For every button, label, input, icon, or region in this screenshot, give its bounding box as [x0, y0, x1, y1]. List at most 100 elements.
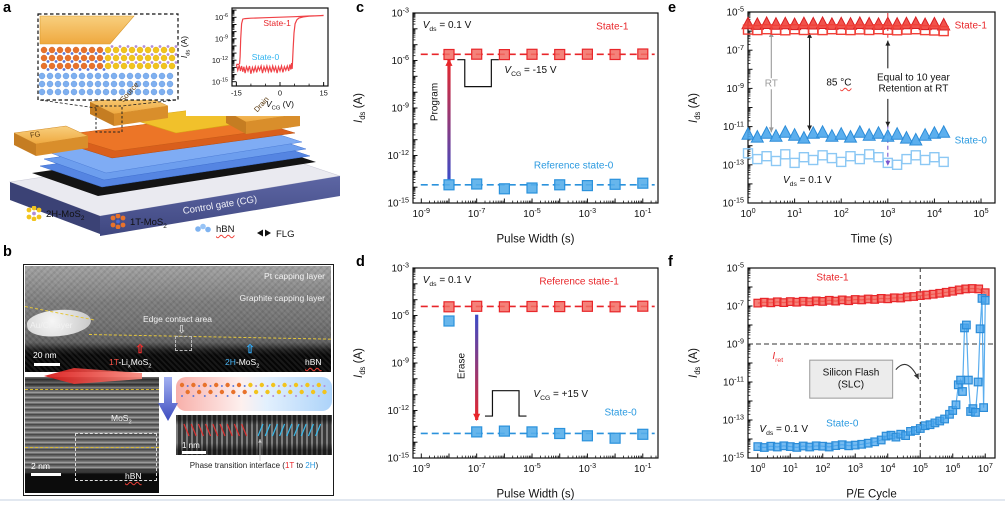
- annotation-state-0: State-0: [604, 407, 637, 419]
- bottom-divider: [0, 499, 1005, 501]
- main-tem-image: Pt capping layer Graphite capping layer Ed…: [24, 266, 331, 372]
- panel-a-device-schematic: FG Source Drain Control gate (CG) 2H-MoS2 1T-…: [0, 0, 350, 240]
- svg-text:105: 105: [913, 461, 928, 475]
- chart-plot-svg: 100 101 102 103 104 105 106 107 10-5 10-7 10-9 10-1…: [665, 255, 1003, 505]
- svg-text:10-5: 10-5: [726, 261, 744, 275]
- annotation-85-c-: 85 °C: [824, 76, 854, 89]
- series-erase-failed-point: [443, 315, 455, 327]
- series-state-0: [420, 425, 655, 444]
- svg-text:10-15: 10-15: [722, 196, 744, 210]
- panel-label-d: d: [356, 254, 365, 270]
- 1t-lixmos2-label: 1T-LixMoS2: [109, 357, 152, 370]
- svg-text:101: 101: [783, 461, 798, 475]
- fg-electrode: [13, 125, 89, 156]
- annotation-reference-state-0: Reference state-0: [533, 160, 614, 172]
- x-axis-label: P/E Cycle: [846, 488, 897, 501]
- panel-label-f: f: [668, 254, 673, 270]
- gold-slab: [39, 15, 135, 45]
- edge-contact-arrow-icon: ⇩: [177, 324, 187, 336]
- svg-text:10-9: 10-9: [391, 356, 409, 370]
- svg-text:100: 100: [740, 206, 755, 220]
- svg-text:107: 107: [978, 461, 993, 475]
- svg-text:10-6: 10-6: [215, 13, 228, 22]
- plot-svg: 100 101 102 103 104 105 106 107 10-5 10-7 10-9 10-1…: [722, 261, 996, 475]
- svg-text:10-9: 10-9: [726, 337, 744, 351]
- x-axis-label: Pulse Width (s): [496, 488, 575, 501]
- transition-blue-arrow: [158, 377, 178, 421]
- main-scalebar-label: 20 nm: [33, 350, 57, 360]
- pt-capping-label: Pt capping layer: [264, 271, 325, 281]
- annotation-state-0: State-0: [251, 52, 280, 63]
- svg-text:10-3: 10-3: [391, 6, 409, 20]
- control-gate-front: [100, 176, 340, 236]
- svg-text:10-15: 10-15: [387, 451, 409, 465]
- annotation-state-1: State-1: [816, 272, 849, 284]
- annotation--i-ret-: Iret: [772, 351, 784, 365]
- svg-text:100: 100: [750, 461, 765, 475]
- svg-text:10-3: 10-3: [579, 206, 597, 220]
- annotation--v-cg-15-v: VCG = -15 V: [504, 65, 557, 79]
- y-axis-label: Ids (A): [178, 35, 192, 59]
- plot-svg: -15 0 15 10-6 10-9 10-12 10-15: [212, 7, 329, 98]
- svg-text:10-1: 10-1: [634, 206, 652, 220]
- lattice-zoom-box: [75, 433, 157, 481]
- svg-text:10-9: 10-9: [215, 34, 228, 43]
- chart-e-retention: 100 101 102 103 104 105 10-5 10-7 10-9 10-11 10-13…: [665, 0, 1003, 250]
- phase-caption: Phase transition interface (1T to 2H): [189, 461, 319, 470]
- svg-text:10-12: 10-12: [387, 148, 409, 162]
- svg-text:10-6: 10-6: [391, 53, 409, 67]
- svg-text:10-9: 10-9: [413, 206, 431, 220]
- left-scalebar: [31, 473, 61, 476]
- x-axis-label: Time (s): [850, 233, 893, 246]
- svg-text:10-13: 10-13: [722, 158, 744, 172]
- series-reference-state-1: [420, 300, 655, 313]
- series-state0-85c-triangles: [741, 124, 951, 146]
- svg-text:105: 105: [973, 206, 988, 220]
- chart-c-program-speed: 10-9 10-7 10-5 10-3 10-1 10-3 10-6 10-9 10-12 10-…: [352, 0, 664, 250]
- annotation-program: Program: [428, 82, 440, 121]
- device-svg: [8, 13, 341, 236]
- annotation-state-1: State-1: [596, 20, 629, 32]
- transfer-curve-inset: -15 0 15 10-6 10-9 10-12 10-15 State-1 State-0 VC…: [179, 2, 346, 116]
- annotation-rt: RT: [762, 77, 780, 90]
- edge-contact-label: Edge contact area: [143, 314, 212, 324]
- hbn-label: hBN: [305, 357, 322, 367]
- annotation--v-cg-15-v: VCG = +15 V: [533, 389, 589, 403]
- legend-item-mos1t: 1T-MoS2: [110, 213, 167, 232]
- 1t-arrow-icon: ⇧: [135, 342, 146, 356]
- svg-text:10-3: 10-3: [391, 261, 409, 275]
- 2h-mos2-label: 2H-MoS2: [225, 357, 260, 370]
- annotation-silicon-flash-slc-: Silicon Flash (SLC): [822, 367, 880, 391]
- svg-text:10-9: 10-9: [413, 461, 431, 475]
- svg-text:10-5: 10-5: [726, 5, 744, 19]
- panel-label-e: e: [668, 0, 677, 16]
- annotation--v-ds-0-1-v: Vds = 0.1 V: [783, 175, 832, 189]
- legend-label: hBN: [216, 224, 235, 235]
- x-axis-label: Pulse Width (s): [496, 233, 575, 246]
- svg-text:101: 101: [787, 206, 802, 220]
- svg-text:10-15: 10-15: [387, 196, 409, 210]
- svg-text:10-15: 10-15: [722, 451, 744, 465]
- mos2h-icon: [26, 205, 42, 224]
- y-axis-label: Ids (A): [687, 92, 703, 123]
- chart-d-erase-speed: 10-9 10-7 10-5 10-3 10-1 10-3 10-6 10-9 10-12 10-…: [352, 255, 664, 505]
- flg-icon: [256, 227, 272, 242]
- svg-text:10-15: 10-15: [212, 77, 228, 86]
- svg-text:15: 15: [319, 89, 327, 98]
- svg-text:-15: -15: [231, 89, 242, 98]
- svg-text:10-11: 10-11: [723, 375, 744, 389]
- svg-text:10-9: 10-9: [391, 101, 409, 115]
- legend-item-mos2h: 2H-MoS2: [26, 205, 84, 224]
- series-state-1: [420, 48, 655, 61]
- svg-text:10-9: 10-9: [726, 81, 744, 95]
- lattice-dash-bottom: [25, 447, 159, 448]
- fg-label: FG: [29, 129, 42, 140]
- device-3d-schematic: [0, 0, 350, 240]
- main-scalebar: [34, 363, 60, 366]
- interface-dash-line: [88, 334, 331, 340]
- svg-text:102: 102: [815, 461, 830, 475]
- left-scalebar-label: 2 nm: [31, 461, 50, 471]
- annotation-erase: Erase: [456, 353, 468, 380]
- chart-plot-svg: -15 0 15 10-6 10-9 10-12 10-15: [186, 2, 346, 116]
